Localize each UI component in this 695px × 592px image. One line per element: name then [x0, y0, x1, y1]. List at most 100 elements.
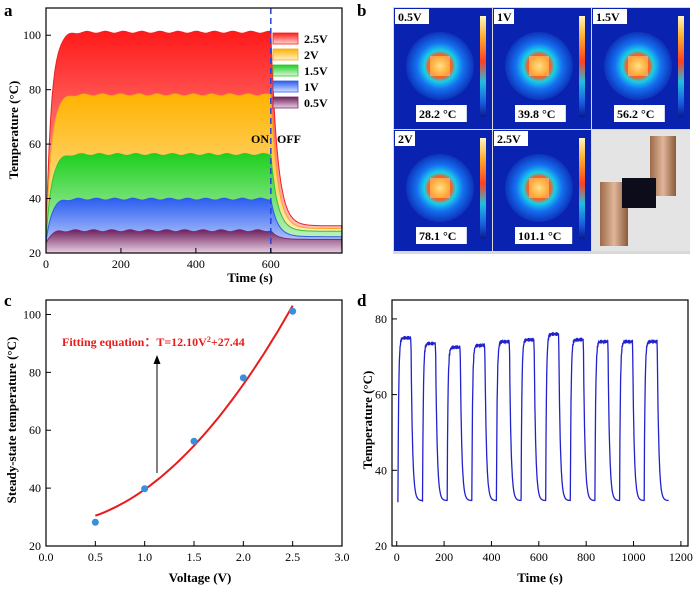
y-tick-label-a: 60 [29, 137, 41, 151]
y-tick-label-d: 40 [375, 463, 387, 477]
voltage-tag-bg [494, 131, 528, 146]
legend-swatch [272, 96, 299, 109]
sample-core [430, 178, 450, 198]
voltage-tag-bg [395, 131, 415, 146]
temperature-scale-bar [480, 16, 486, 117]
y-tick-label-d: 20 [375, 539, 387, 553]
panel-a-legend: 2.5V 2V 1.5V 1V 0.5V [272, 32, 328, 110]
data-point [190, 437, 198, 445]
panel-label-a: a [4, 1, 13, 20]
thermal-image-grid: 0.5V 28.2 °C 1V 39.8 °C 1.5V 56.2 °C 2V 78.1 °C… [393, 7, 690, 254]
x-tick-label-c: 3.0 [335, 550, 350, 564]
x-tick-label-a: 400 [187, 257, 205, 271]
temperature-scale-bar [579, 138, 585, 239]
x-tick-label-c: 1.5 [187, 550, 202, 564]
temperature-scale-bar [678, 16, 684, 117]
voltage-tag-bg [494, 9, 514, 24]
y-tick-label-c: 80 [29, 365, 41, 379]
x-tick-label-d: 0 [394, 550, 400, 564]
temp-tag-bg [515, 105, 566, 122]
x-tick-label-d: 400 [482, 550, 500, 564]
panel-d-ylabel: Temperature (°C) [360, 371, 375, 470]
panel-a-xlabel: Time (s) [227, 270, 273, 285]
panel-label-b: b [357, 1, 366, 20]
panel-a-ylabel: Temperature (°C) [6, 81, 21, 180]
y-tick-label-a: 100 [23, 28, 41, 42]
y-tick-label-c: 40 [29, 481, 41, 495]
panel-d-xlabel: Time (s) [517, 570, 563, 585]
y-tick-label-c: 100 [23, 307, 41, 321]
x-tick-label-c: 0.5 [88, 550, 103, 564]
voltage-tag: 2.5V [497, 132, 521, 146]
voltage-tag: 1.5V [596, 10, 620, 24]
temp-tag: 28.2 °C [419, 107, 456, 121]
sample-core [430, 56, 450, 76]
y-tick-label-a: 20 [29, 246, 41, 260]
legend-label: 1.5V [304, 64, 328, 78]
y-tick-label-d: 80 [375, 312, 387, 326]
y-tick-label-a: 40 [29, 192, 41, 206]
voltage-tag: 1V [497, 10, 512, 24]
x-tick-label-c: 2.5 [285, 550, 300, 564]
x-tick-label-d: 1000 [622, 550, 646, 564]
temp-tag: 78.1 °C [419, 229, 456, 243]
panel-c-xlabel: Voltage (V) [169, 570, 232, 585]
x-tick-label-d: 1200 [669, 550, 693, 564]
panel-a-areas [45, 30, 343, 254]
y-tick-label-c: 60 [29, 423, 41, 437]
legend-label: 2.5V [304, 32, 328, 46]
fit-equation: Fitting equation：T=12.10V2+27.44 [62, 335, 245, 350]
sample-core [529, 178, 549, 198]
temperature-scale-bar [480, 138, 486, 239]
fit-curve [94, 305, 294, 517]
panel-c-points [91, 307, 297, 526]
heater-film [622, 178, 656, 208]
area-series-0.5V [45, 229, 343, 254]
voltage-tag: 2V [398, 132, 413, 146]
temp-tag: 56.2 °C [617, 107, 654, 121]
temp-tag: 101.1 °C [518, 229, 561, 243]
temp-tag: 39.8 °C [518, 107, 555, 121]
legend-label: 0.5V [304, 96, 328, 110]
legend-label: 1V [304, 80, 319, 94]
temp-tag-bg [614, 105, 665, 122]
legend-label: 2V [304, 48, 319, 62]
sample-core [529, 56, 549, 76]
panel-c: c 0.0 0.5 1.0 1.5 2.0 2.5 3.0 20 40 60 80 100 Fitti… [4, 291, 350, 585]
x-tick-label-d: 800 [577, 550, 595, 564]
temp-tag-bg [515, 227, 573, 244]
x-tick-label-a: 0 [43, 257, 49, 271]
panel-a: a 0 200 400 600 20 40 60 80 100 Time (s) Tempera… [4, 1, 343, 285]
x-tick-label-c: 0.0 [39, 550, 54, 564]
panel-d-frame [391, 299, 689, 547]
x-tick-label-c: 2.0 [236, 550, 251, 564]
panel-label-c: c [4, 291, 12, 310]
voltage-tag: 0.5V [398, 10, 422, 24]
on-label: ON [251, 132, 269, 146]
x-tick-label-a: 200 [112, 257, 130, 271]
legend-swatch [272, 80, 299, 93]
panel-b: b 0.5V 28.2 °C 1V 39.8 °C 1.5V 56.2 °C 2V 78.1 … [357, 1, 690, 254]
x-tick-label-a: 600 [262, 257, 280, 271]
panel-c-ticks: 0.0 0.5 1.0 1.5 2.0 2.5 3.0 20 40 60 80 100 [23, 307, 350, 564]
off-label: OFF [277, 132, 301, 146]
legend-swatch [272, 48, 299, 61]
temp-tag-bg [416, 227, 467, 244]
voltage-tag-bg [395, 9, 429, 24]
x-tick-label-d: 600 [530, 550, 548, 564]
x-tick-label-d: 200 [435, 550, 453, 564]
panel-a-frame [45, 7, 343, 254]
legend-swatch [272, 64, 299, 77]
annotation-arrowhead [153, 355, 161, 364]
panel-a-ticks: 0 200 400 600 20 40 60 80 100 [23, 28, 280, 271]
temp-tag-bg [416, 105, 467, 122]
temperature-scale-bar [579, 16, 585, 117]
y-tick-label-c: 20 [29, 539, 41, 553]
data-point [239, 374, 247, 382]
panel-c-ylabel: Steady-state temperature (°C) [4, 337, 19, 504]
legend-swatch [272, 32, 299, 45]
x-tick-label-c: 1.0 [137, 550, 152, 564]
sample-core [628, 56, 648, 76]
y-tick-label-d: 60 [375, 388, 387, 402]
